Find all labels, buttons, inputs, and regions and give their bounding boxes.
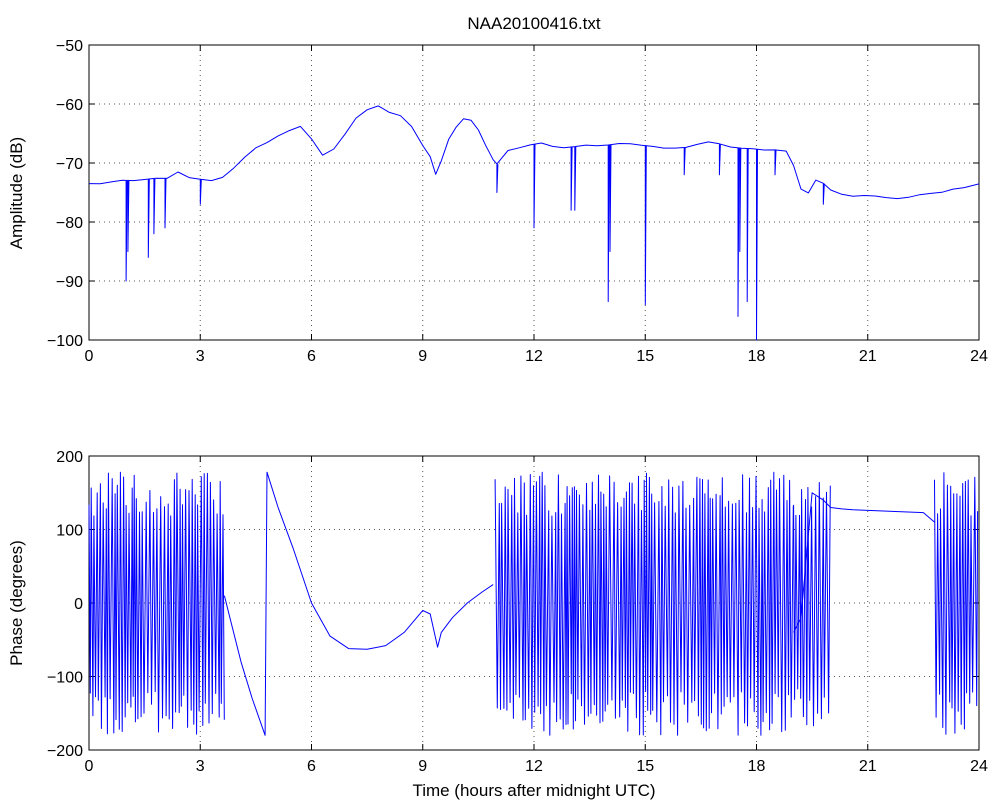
- amplitude-dip: [199, 179, 202, 205]
- phase-y-tick-labels: −200 −100 0 100 200: [47, 449, 83, 760]
- amplitude-y-tick-label: −90: [56, 274, 83, 291]
- amplitude-dip: [683, 147, 686, 176]
- amplitude-dip: [496, 164, 499, 193]
- phase-x-axis-label: Time (hours after midnight UTC): [412, 781, 655, 800]
- amplitude-dip: [127, 180, 130, 252]
- amplitude-dip: [822, 183, 825, 205]
- amplitude-y-tick-label: −60: [56, 97, 83, 114]
- phase-x-tick-label: 3: [196, 758, 205, 775]
- amplitude-dip: [147, 179, 150, 258]
- phase-y-tick-label: 200: [56, 449, 83, 466]
- phase-x-tick-label: 12: [525, 758, 543, 775]
- phase-x-tick-label: 18: [748, 758, 766, 775]
- phase-axes: 0 3 6 9 12 15 18 21 24 −200 −100 0 100 200 Phase (de…: [7, 449, 988, 800]
- amplitude-x-tick-label: 15: [636, 348, 654, 365]
- amplitude-x-tick-label: 24: [970, 348, 988, 365]
- amplitude-dip: [774, 149, 777, 176]
- amplitude-trace: [88, 105, 980, 341]
- amplitude-dip: [533, 144, 536, 229]
- amplitude-dip: [609, 144, 612, 252]
- phase-x-tick-label: 21: [859, 758, 877, 775]
- amplitude-dip: [607, 144, 610, 303]
- amplitude-dip: [644, 145, 647, 306]
- amplitude-dip: [739, 148, 742, 252]
- phase-x-tick-label: 0: [85, 758, 94, 775]
- phase-series-line-1: [793, 492, 935, 633]
- amplitude-x-tick-label: 9: [418, 348, 427, 365]
- amplitude-dip: [737, 147, 740, 317]
- amplitude-y-tick-label: −70: [56, 156, 83, 173]
- amplitude-dip: [746, 148, 749, 303]
- amplitude-y-tick-labels: −100 −90 −80 −70 −60 −50: [47, 38, 83, 350]
- amplitude-dip: [570, 147, 573, 211]
- amplitude-axes: 0 3 6 9 12 15 18 21 24 −100 −90 −80 −70 −60 −50 Ampli…: [7, 38, 988, 365]
- phase-x-tick-label: 9: [418, 758, 427, 775]
- phase-y-tick-label: 0: [74, 596, 83, 613]
- amplitude-dip: [718, 144, 721, 176]
- amplitude-y-tick-label: −80: [56, 215, 83, 232]
- phase-oscillation-band-1: [494, 471, 794, 736]
- phase-x-tick-label: 15: [636, 758, 654, 775]
- phase-y-tick-label: −200: [47, 743, 83, 760]
- amplitude-dip: [164, 177, 167, 229]
- phase-y-axis-label: Phase (degrees): [7, 540, 26, 666]
- phase-trace: [88, 471, 979, 736]
- amplitude-x-tick-labels: 0 3 6 9 12 15 18 21 24: [85, 348, 988, 365]
- phase-oscillation-band-2: [793, 482, 831, 727]
- phase-x-tick-label: 24: [970, 758, 988, 775]
- phase-series-line-0: [223, 471, 494, 736]
- amplitude-x-tick-label: 6: [307, 348, 316, 365]
- amplitude-x-tick-label: 18: [748, 348, 766, 365]
- phase-x-tick-label: 6: [307, 758, 316, 775]
- amplitude-x-tick-label: 0: [85, 348, 94, 365]
- phase-oscillation-band-0: [88, 471, 225, 735]
- amplitude-x-tick-label: 12: [525, 348, 543, 365]
- phase-y-tick-label: −100: [47, 670, 83, 687]
- amplitude-dip: [153, 178, 156, 235]
- amplitude-x-tick-label: 3: [196, 348, 205, 365]
- amplitude-y-axis-label: Amplitude (dB): [7, 137, 26, 249]
- amplitude-dip: [125, 180, 128, 282]
- phase-oscillation-band-3: [934, 472, 979, 735]
- amplitude-x-tick-label: 21: [859, 348, 877, 365]
- amplitude-y-tick-label: −100: [47, 333, 83, 350]
- amplitude-ticks: [88, 44, 980, 341]
- amplitude-y-tick-label: −50: [56, 38, 83, 55]
- phase-ticks: [88, 455, 980, 751]
- amplitude-dip: [574, 146, 577, 211]
- phase-y-tick-label: 100: [56, 523, 83, 540]
- chart-title: NAA20100416.txt: [467, 14, 601, 33]
- phase-x-tick-labels: 0 3 6 9 12 15 18 21 24: [85, 758, 988, 775]
- amplitude-series-line-0: [88, 105, 980, 200]
- amplitude-dip: [756, 148, 758, 341]
